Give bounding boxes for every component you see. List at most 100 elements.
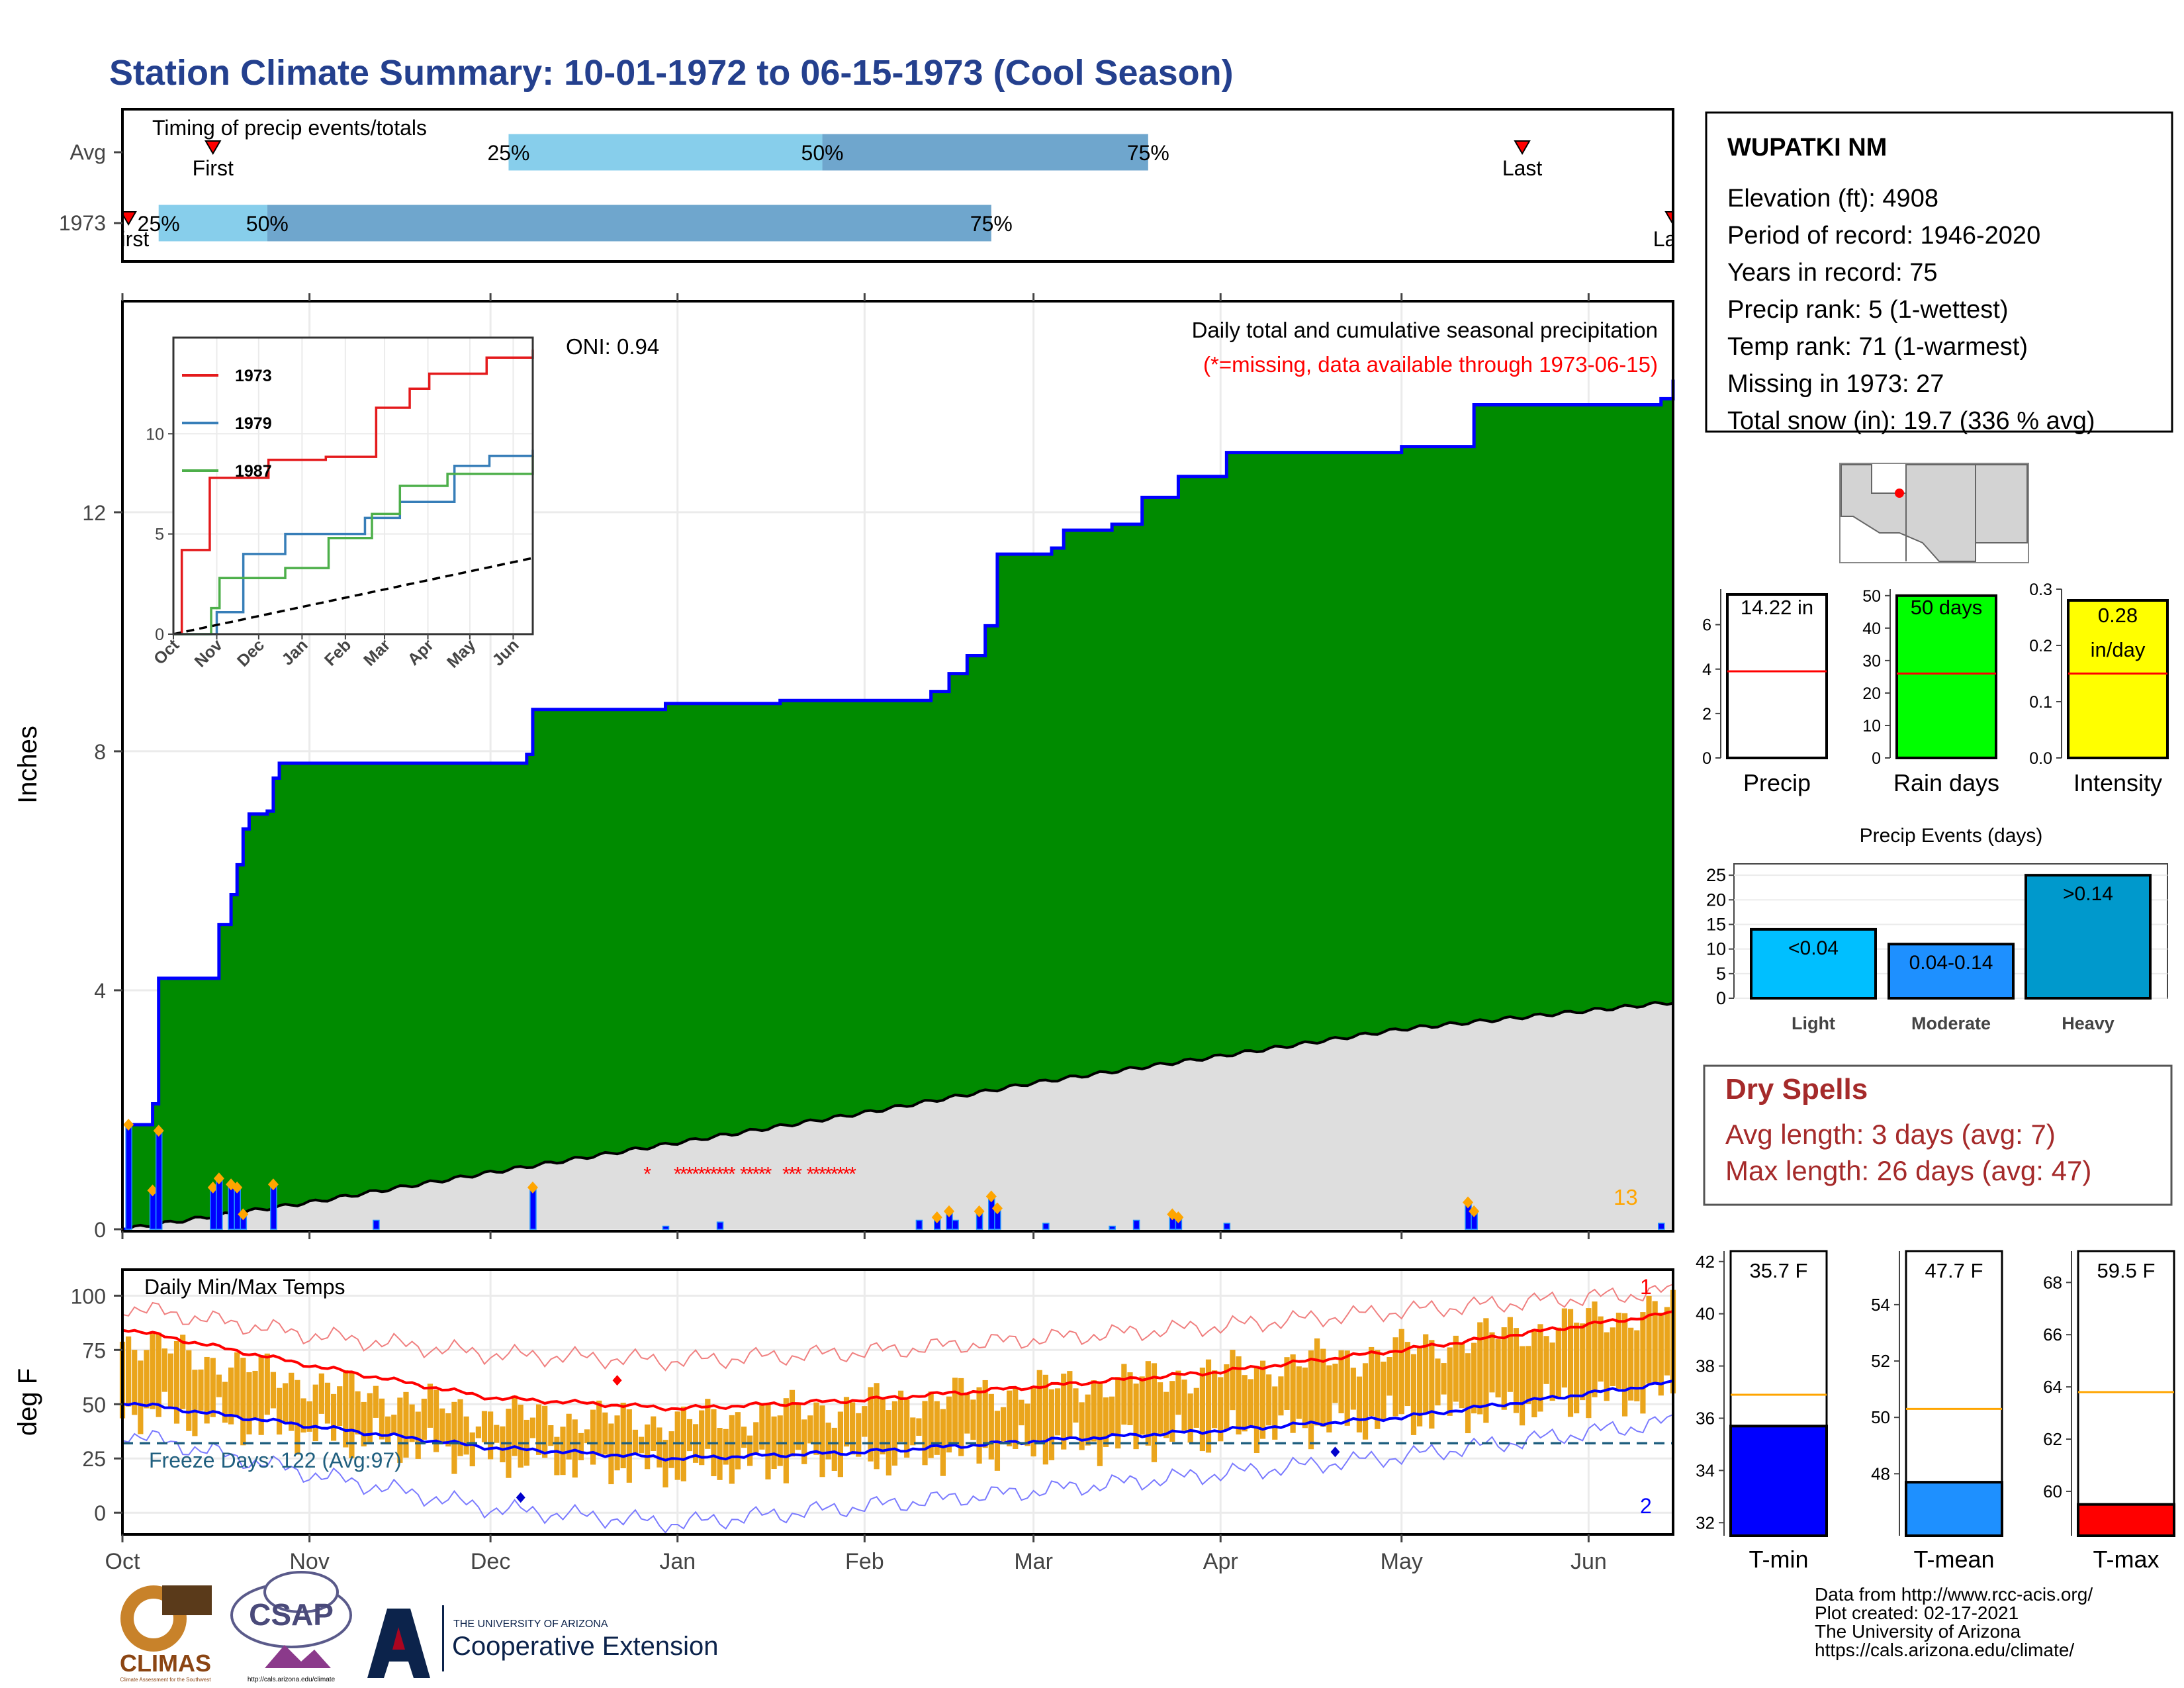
daily-temp-bar [1163,1391,1169,1438]
daily-precip-bar [210,1187,217,1230]
timing-first-marker [124,211,137,226]
summary-tick-label: 0.3 [2029,581,2052,599]
events-category-label: Moderate [1911,1013,1991,1033]
climas-emblem-bar [162,1585,212,1615]
daily-temp-bar [1127,1372,1133,1425]
daily-temp-bar [295,1380,300,1455]
daily-temp-bar [699,1410,705,1466]
daily-temp-bar [837,1411,843,1477]
missing-day-marker: * [782,1163,790,1185]
daily-temp-bar [1272,1386,1278,1440]
daily-temp-bar [1592,1301,1598,1397]
summary-category-label: Precip [1743,769,1811,796]
daily-precip-snow-marker [1173,1211,1184,1223]
freeze-days-text: Freeze Days: 122 (Avg:97) [149,1448,402,1472]
daily-precip-snow-marker [527,1181,538,1194]
daily-temp-bar [1369,1346,1375,1417]
daily-temp-bar [723,1429,729,1465]
temp-bar-T-max [2077,1503,2175,1538]
footer-created: Plot created: 02-17-2021 [1815,1603,2019,1623]
timing-q25-50-Avg [508,134,823,171]
missing-day-marker: * [813,1163,821,1185]
daily-temp-bar [651,1416,657,1451]
daily-precip-bar [234,1187,241,1230]
daily-temp-bar [1381,1361,1387,1421]
dry-spells-avg: Avg length: 3 days (avg: 7) [1725,1119,2056,1150]
daily-precip-snow-marker [931,1211,942,1223]
daily-temp-bar [1447,1347,1453,1416]
summary-tick-label: 6 [1702,616,1711,635]
daily-temp-bar [1646,1295,1652,1383]
daily-temp-bar [1061,1374,1067,1450]
daily-temp-bar [1574,1323,1580,1414]
daily-precip-bar [1132,1219,1140,1230]
daily-temp-bar [1561,1308,1568,1388]
summary-category-label: Intensity [2073,769,2162,796]
missing-day-marker: * [643,1163,651,1185]
summary-value-label: in/day [2091,638,2146,661]
daily-temp-bar [192,1370,198,1436]
daily-temp-bar [729,1415,735,1484]
missing-day-marker: * [710,1163,718,1185]
temp-bar-tick-label: 32 [1696,1513,1715,1532]
summary-bar-Rain days [1895,594,1997,759]
daily-temp-bar [1036,1370,1042,1442]
precip-ytick-label: 4 [94,979,106,1003]
record-low-line [122,1414,1674,1534]
precip-header: Daily total and cumulative seasonal prec… [1192,318,1658,342]
daily-temp-bar [138,1360,144,1434]
daily-temp-bar [1441,1363,1447,1395]
daily-temp-bar [457,1399,463,1456]
summary-tick-label: 0.2 [2029,637,2052,655]
missing-day-marker: * [842,1163,850,1185]
month-label: Feb [845,1549,884,1574]
temp-bar-tick-label: 48 [1871,1464,1890,1483]
daily-temp-bar [451,1401,457,1474]
daily-temp-bar [982,1380,988,1448]
daily-temp-bar [433,1389,439,1452]
daily-temp-bar [167,1353,174,1407]
daily-temp-bar [1013,1387,1019,1449]
daily-temp-bar [1392,1337,1398,1417]
daily-temp-bar [1387,1356,1392,1396]
daily-temp-bar [819,1405,825,1477]
daily-temp-bar [276,1387,283,1435]
daily-temp-bar [1000,1407,1007,1442]
inset-ytick-label: 10 [146,425,164,444]
csap-mountains [265,1645,331,1668]
daily-temp-bar [312,1384,318,1442]
daily-precip-bar [1658,1223,1665,1230]
summary-value-label: 14.22 in [1741,596,1813,619]
avg-max-line [122,1310,1674,1412]
daily-temp-bar [813,1402,819,1455]
summary-tick-label: 20 [1862,684,1881,703]
inset-legend-label: 1987 [235,462,272,481]
daily-temp-bar [759,1403,765,1450]
daily-temp-bar [928,1391,934,1458]
timing-content: 25% 50% 75% First Last 25% 50% 75% First Last [124,134,1672,251]
station-line-snow: Total snow (in): 19.7 (336 % avg) [1727,407,2095,435]
daily-temp-bar [1091,1380,1097,1442]
timing-first-label: First [193,156,234,180]
daily-temp-bar [1139,1376,1145,1435]
timing-last-marker [1514,140,1531,155]
daily-temp-bar [397,1397,403,1463]
daily-temp-bar [427,1383,433,1428]
summary-tick-label: 30 [1862,652,1881,671]
daily-temp-bar [1398,1329,1404,1415]
avg-cumulative-line [122,1001,1674,1233]
daily-temp-bar [668,1431,674,1468]
daily-temp-bar [1495,1339,1501,1398]
daily-temp-bar [270,1372,277,1409]
daily-temp-bar [566,1413,572,1460]
missing-day-marker: * [716,1163,724,1185]
daily-temp-bar [337,1386,343,1427]
daily-temp-bar [626,1409,632,1483]
ua-logo: THE UNIVERSITY OF ARIZONA Cooperative Ex… [367,1605,718,1678]
precip-axes: 0 4 8 12 [82,293,1590,1242]
daily-temp-bar [512,1395,518,1456]
daily-precip-snow-marker [232,1181,243,1194]
daily-precip-bar [270,1184,277,1230]
daily-temp-bar [958,1378,964,1456]
